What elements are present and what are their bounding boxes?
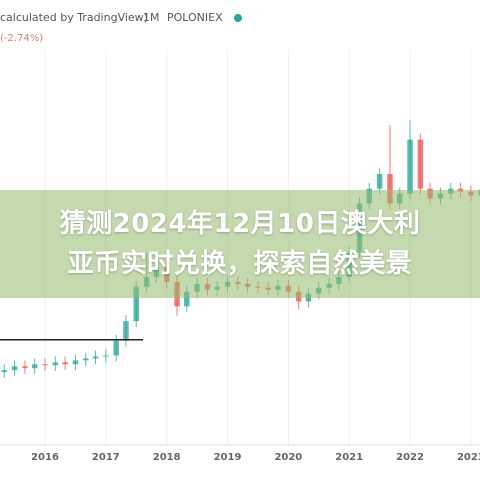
x-tick-label: 2020 <box>274 452 302 463</box>
x-tick-label: 2017 <box>92 452 120 463</box>
candle-body <box>103 355 109 357</box>
candle-body <box>42 364 48 366</box>
candle-body <box>123 321 129 341</box>
x-tick-label: 2016 <box>31 452 59 463</box>
title-band: 猜测2024年12月10日澳大利 亚币实时兑换，探索自然美景 <box>0 190 480 298</box>
title-line: 猜测2024年12月10日澳大利 <box>59 209 421 239</box>
source-label: calculated by TradingView) <box>0 11 148 24</box>
candle-body <box>52 362 59 366</box>
candle-body <box>92 356 99 359</box>
interval: 1M <box>143 11 160 24</box>
candle-body <box>1 370 8 373</box>
candle-body <box>113 340 119 356</box>
change-label: (-2.74%) <box>0 33 43 44</box>
x-tick-label: 2023 <box>457 452 480 463</box>
status-dot <box>234 14 242 22</box>
candle-body <box>184 291 190 307</box>
candle-body <box>83 358 89 361</box>
exchange: POLONIEX <box>167 11 223 24</box>
candle-body <box>417 139 424 189</box>
candle-body <box>133 286 140 322</box>
candle-body <box>22 366 28 369</box>
x-tick-label: 2022 <box>396 452 424 463</box>
candle-body <box>62 362 68 365</box>
candle-body <box>376 173 383 189</box>
x-tick-label: 2019 <box>214 452 242 463</box>
candle-body <box>31 364 38 369</box>
candle-body <box>11 366 18 371</box>
title-line: 亚币实时兑换，探索自然美景 <box>67 249 413 279</box>
x-tick-label: 2018 <box>153 452 181 463</box>
candle-body <box>407 139 413 194</box>
candle-body <box>387 173 393 204</box>
candle-body <box>72 360 79 365</box>
x-tick-label: 2021 <box>335 452 363 463</box>
